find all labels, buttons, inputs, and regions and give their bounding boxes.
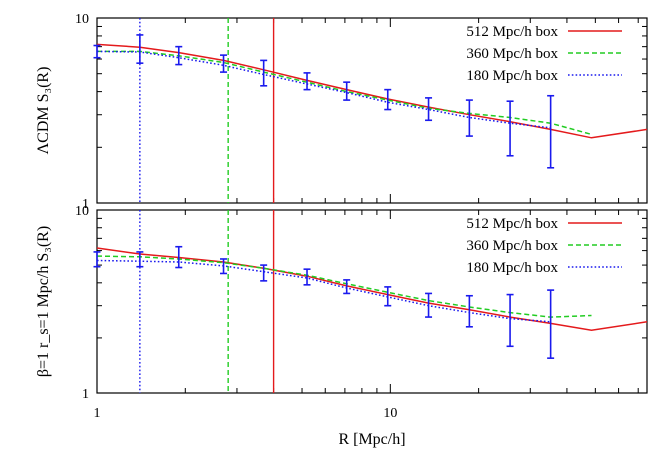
y-tick-label: 1: [82, 197, 89, 212]
error-bars: [93, 34, 555, 169]
y-axis-label: β=1 r_s=1 Mpc/h S₃(R): [35, 226, 52, 377]
legend-entry-label: 512 Mpc/h box: [466, 24, 558, 40]
series-line: [97, 50, 592, 136]
y-tick-label: 1: [82, 387, 89, 402]
legend-entry-label: 512 Mpc/h box: [466, 216, 558, 232]
legend-entry-label: 180 Mpc/h box: [466, 68, 558, 84]
series-line: [96, 43, 648, 139]
legend-entry-label: 360 Mpc/h box: [466, 238, 558, 254]
legend-entry-label: 360 Mpc/h box: [466, 46, 558, 62]
minor-ticks: [97, 18, 647, 203]
y-tick-label: 10: [75, 12, 89, 27]
beta-panel: 1 10 1 10 β=1 r_s=1 Mpc/h S₃(R) 512 Mpc/h box…: [35, 204, 648, 421]
x-tick-label: 1: [94, 406, 101, 421]
lcdm-panel: 1 10 ΛCDM S₃(R) 512 Mpc/h box 360 Mpc/h box 1…: [35, 12, 648, 212]
series-line: [96, 247, 648, 332]
plot-frame: [96, 209, 648, 394]
minor-ticks: [97, 210, 647, 393]
x-axis-label: R [Mpc/h]: [338, 431, 405, 448]
error-bars: [93, 245, 555, 359]
y-axis-label: ΛCDM S₃(R): [35, 67, 52, 155]
series-line: [96, 259, 551, 323]
plot-frame: [96, 17, 648, 204]
legend-entry-label: 180 Mpc/h box: [466, 260, 558, 276]
x-tick-label: 10: [383, 406, 397, 421]
y-tick-label: 10: [75, 204, 89, 219]
legend: 512 Mpc/h box 360 Mpc/h box 180 Mpc/h box: [466, 24, 622, 84]
legend: 512 Mpc/h box 360 Mpc/h box 180 Mpc/h box: [466, 216, 622, 276]
